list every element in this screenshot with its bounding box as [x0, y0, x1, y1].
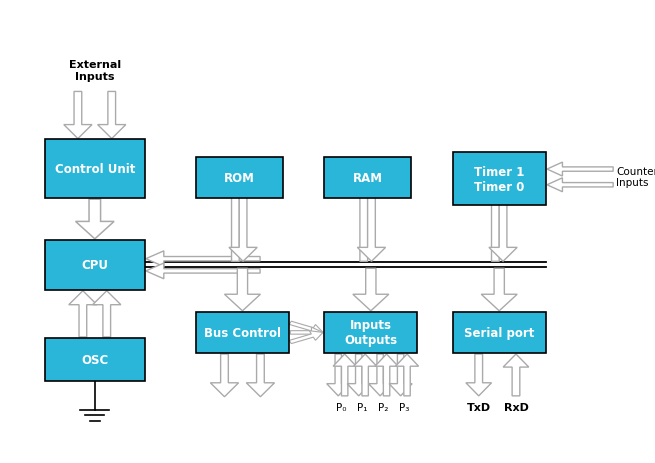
Polygon shape: [210, 354, 238, 397]
Bar: [45, 338, 145, 382]
Polygon shape: [466, 354, 491, 396]
Polygon shape: [353, 269, 389, 311]
Text: P₁: P₁: [357, 402, 367, 412]
Polygon shape: [327, 354, 350, 396]
Polygon shape: [146, 263, 260, 279]
Polygon shape: [229, 158, 257, 262]
Bar: [324, 312, 417, 353]
Text: Counter: Counter: [616, 167, 655, 176]
Polygon shape: [75, 200, 114, 239]
Polygon shape: [347, 354, 370, 396]
Polygon shape: [98, 92, 126, 139]
Polygon shape: [481, 154, 510, 262]
Polygon shape: [92, 291, 121, 337]
Polygon shape: [246, 354, 274, 397]
Polygon shape: [547, 163, 613, 177]
Polygon shape: [333, 354, 356, 396]
Text: Timer 1
Timer 0: Timer 1 Timer 0: [474, 165, 525, 193]
Text: External
Inputs: External Inputs: [69, 60, 121, 81]
Polygon shape: [290, 327, 323, 338]
Text: CPU: CPU: [81, 259, 108, 272]
Polygon shape: [369, 354, 392, 396]
Polygon shape: [146, 251, 260, 267]
Polygon shape: [481, 269, 517, 311]
Polygon shape: [503, 354, 529, 396]
Bar: [324, 157, 411, 199]
Polygon shape: [225, 269, 261, 311]
Polygon shape: [64, 92, 92, 139]
Polygon shape: [396, 354, 419, 396]
Text: RxD: RxD: [504, 402, 529, 412]
Polygon shape: [290, 331, 323, 344]
Polygon shape: [489, 154, 517, 262]
Bar: [45, 140, 145, 199]
Bar: [196, 312, 289, 353]
Text: Inputs
Outputs: Inputs Outputs: [345, 319, 398, 347]
Bar: [453, 153, 546, 206]
Bar: [453, 312, 546, 353]
Bar: [196, 157, 282, 199]
Text: P₀: P₀: [336, 402, 346, 412]
Polygon shape: [350, 158, 378, 262]
Polygon shape: [358, 158, 386, 262]
Bar: [45, 240, 145, 290]
Text: ROM: ROM: [224, 172, 255, 185]
Text: Serial port: Serial port: [464, 326, 534, 339]
Polygon shape: [547, 178, 613, 192]
Polygon shape: [375, 354, 398, 396]
Polygon shape: [389, 354, 412, 396]
Text: Inputs: Inputs: [616, 178, 649, 188]
Text: RAM: RAM: [352, 172, 383, 185]
Text: Control Unit: Control Unit: [54, 163, 135, 176]
Polygon shape: [354, 354, 377, 396]
Polygon shape: [290, 321, 323, 334]
Text: OSC: OSC: [81, 353, 109, 366]
Polygon shape: [69, 291, 97, 337]
Polygon shape: [221, 158, 250, 262]
Text: P₃: P₃: [399, 402, 409, 412]
Text: Bus Control: Bus Control: [204, 326, 281, 339]
Text: TxD: TxD: [466, 402, 491, 412]
Text: P₂: P₂: [378, 402, 388, 412]
